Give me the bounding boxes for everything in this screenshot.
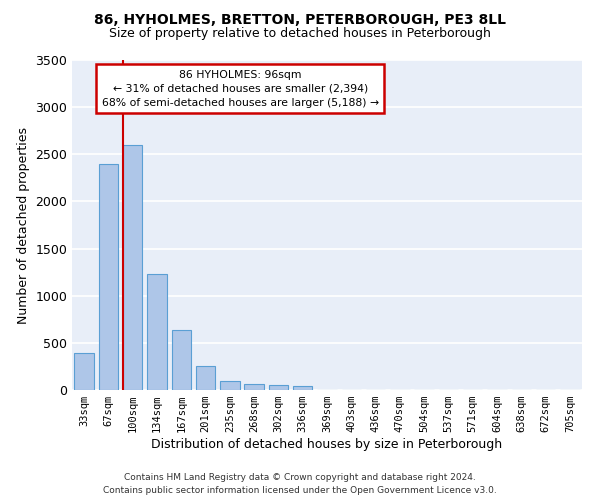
Text: 86, HYHOLMES, BRETTON, PETERBOROUGH, PE3 8LL: 86, HYHOLMES, BRETTON, PETERBOROUGH, PE3… bbox=[94, 12, 506, 26]
Bar bbox=[244, 384, 264, 390]
Bar bbox=[269, 385, 288, 390]
Bar bbox=[123, 145, 142, 390]
Y-axis label: Number of detached properties: Number of detached properties bbox=[17, 126, 30, 324]
Bar bbox=[196, 366, 215, 390]
Text: Contains HM Land Registry data © Crown copyright and database right 2024.
Contai: Contains HM Land Registry data © Crown c… bbox=[103, 473, 497, 495]
X-axis label: Distribution of detached houses by size in Peterborough: Distribution of detached houses by size … bbox=[151, 438, 503, 451]
Bar bbox=[293, 386, 313, 390]
Text: 86 HYHOLMES: 96sqm
← 31% of detached houses are smaller (2,394)
68% of semi-deta: 86 HYHOLMES: 96sqm ← 31% of detached hou… bbox=[102, 70, 379, 108]
Bar bbox=[99, 164, 118, 390]
Bar bbox=[172, 330, 191, 390]
Bar bbox=[74, 353, 94, 390]
Bar bbox=[147, 274, 167, 390]
Bar bbox=[220, 381, 239, 390]
Text: Size of property relative to detached houses in Peterborough: Size of property relative to detached ho… bbox=[109, 28, 491, 40]
